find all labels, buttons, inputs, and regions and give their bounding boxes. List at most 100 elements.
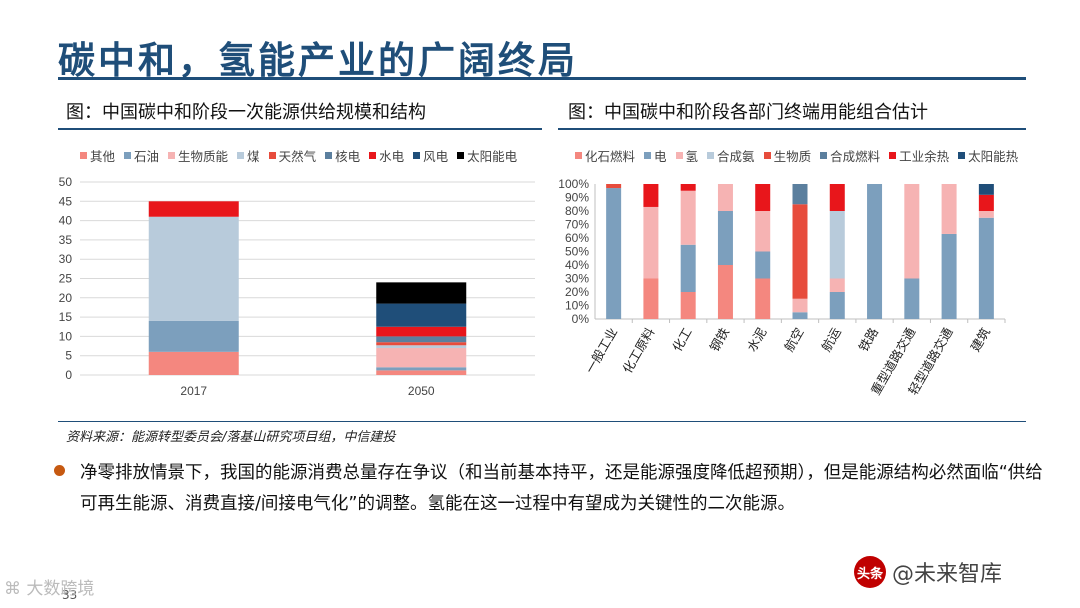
left-legend-swatch-2	[168, 152, 176, 159]
right-legend-item-1: 电	[644, 146, 667, 165]
left-legend-swatch-6	[369, 152, 377, 159]
right-legend-swatch-7	[958, 152, 966, 159]
right-xtick-1: 化工原料	[620, 325, 657, 376]
right-legend-label-6: 工业余热	[899, 149, 950, 164]
left-bar-2017-1	[148, 320, 239, 352]
right-bar-4-2	[755, 211, 771, 252]
right-figure-rule	[558, 128, 1026, 130]
left-legend-label-5: 核电	[335, 149, 361, 164]
right-ytick-2: 20%	[565, 285, 589, 299]
right-bar-2-1	[680, 244, 696, 292]
left-bar-2050-5	[376, 336, 467, 343]
left-bar-2050-4	[376, 342, 467, 346]
left-ytick-9: 45	[59, 194, 73, 208]
left-ytick-0: 0	[65, 368, 72, 382]
right-bar-5-2	[792, 298, 808, 313]
left-legend-item-6: 水电	[369, 146, 404, 165]
left-stacked-bar-chart: 0 5 10 15 20 25 30 35 40 45 50 2017 2050	[59, 175, 535, 398]
right-bar-5-1	[792, 312, 808, 319]
right-legend-label-4: 生物质	[773, 149, 812, 164]
right-legend-label-5: 合成燃料	[830, 149, 881, 164]
right-ytick-9: 90%	[565, 191, 589, 205]
left-ytick-4: 20	[59, 291, 73, 305]
left-legend-label-2: 生物质能	[178, 149, 229, 164]
right-legend-swatch-3	[707, 152, 715, 159]
left-legend-label-0: 其他	[90, 149, 116, 164]
left-legend-label-1: 石油	[134, 149, 160, 164]
right-legend-item-0: 化石燃料	[575, 146, 635, 165]
left-legend-label-4: 天然气	[278, 149, 317, 164]
left-ytick-6: 30	[59, 252, 73, 266]
right-xtick-7: 铁路	[856, 325, 882, 355]
right-legend-item-5: 合成燃料	[820, 146, 880, 165]
bullet-paragraph: 净零排放情景下，我国的能源消费总量存在争议（和当前基本持平，还是能源强度降低超预…	[54, 458, 1050, 520]
right-bar-10-6	[978, 194, 994, 211]
left-legend-item-8: 太阳能电	[457, 146, 517, 165]
left-ytick-3: 15	[59, 310, 73, 324]
left-legend-swatch-3	[237, 152, 245, 159]
left-legend-item-0: 其他	[80, 146, 115, 165]
right-bar-5-5	[792, 184, 808, 205]
right-bar-5-4	[792, 204, 808, 299]
right-xtick-4: 水泥	[745, 326, 770, 355]
right-legend-swatch-1	[644, 152, 652, 159]
left-ytick-1: 5	[65, 349, 72, 363]
left-legend-item-7: 风电	[413, 146, 448, 165]
left-bar-2017-6	[148, 201, 239, 217]
left-legend-label-7: 风电	[423, 149, 449, 164]
bullet-dot-icon	[54, 465, 65, 476]
right-ytick-1: 10%	[565, 299, 589, 313]
right-xtick-3: 钢铁	[707, 325, 732, 354]
source-note: 资料来源：能源转型委员会/落基山研究项目组，中信建投	[66, 430, 396, 445]
bullet-text: 净零排放情景下，我国的能源消费总量存在争议（和当前基本持平，还是能源强度降低超预…	[80, 463, 1043, 514]
right-bar-10-7	[978, 184, 994, 195]
right-bar-4-0	[755, 278, 771, 319]
right-legend-label-2: 氢	[685, 149, 699, 164]
right-legend-item-4: 生物质	[763, 146, 812, 165]
right-legend-label-7: 太阳能热	[968, 149, 1019, 164]
right-xtick-10: 建筑	[967, 325, 993, 355]
left-legend-item-4: 天然气	[268, 146, 317, 165]
right-bar-2-0	[680, 292, 696, 319]
right-bar-6-2	[829, 278, 845, 292]
right-bar-6-1	[829, 292, 845, 319]
right-xtick-2: 化工	[670, 326, 695, 355]
left-bar-2050-6	[376, 326, 467, 337]
right-bar-1-0	[643, 278, 659, 319]
right-xtick-5: 航空	[781, 325, 806, 354]
left-legend-item-2: 生物质能	[168, 146, 228, 165]
slide-title: 碳中和，氢能产业的广阔终局	[58, 38, 578, 82]
left-bar-2050-2	[376, 347, 467, 368]
camera-icon: ⌘	[4, 579, 27, 599]
right-bar-4-1	[755, 251, 771, 279]
right-bar-10-1	[978, 217, 994, 319]
right-ytick-5: 50%	[565, 245, 589, 259]
right-xtick-6: 航运	[818, 325, 844, 355]
left-legend-swatch-1	[124, 152, 132, 159]
right-bar-0-1	[606, 188, 622, 319]
right-legend-swatch-4	[763, 152, 771, 159]
right-chart-legend: 化石燃料 电 氢 合成氨 生物质 合成燃料 工业余热 太阳能热	[575, 146, 1027, 165]
right-legend-item-6: 工业余热	[889, 146, 949, 165]
left-legend-item-5: 核电	[325, 146, 360, 165]
right-legend-swatch-5	[820, 152, 828, 159]
right-legend-swatch-0	[575, 152, 582, 159]
right-bar-1-2	[643, 206, 659, 279]
left-legend-swatch-4	[268, 152, 276, 159]
left-legend-label-8: 太阳能电	[467, 149, 518, 164]
right-figure-title: 图：中国碳中和阶段各部门终端用能组合估计	[568, 102, 928, 123]
left-ytick-2: 10	[59, 329, 73, 343]
right-percent-bar-chart: 0%10%20%30%40%50%60%70%80%90%100% 一般工业 化工原…	[558, 177, 1006, 397]
left-ytick-8: 40	[59, 214, 73, 228]
left-bar-2050-1	[376, 367, 467, 371]
right-bar-8-1	[904, 278, 920, 319]
left-legend-swatch-5	[325, 152, 333, 159]
left-xtick-2050: 2050	[408, 384, 435, 398]
left-bar-2050-7	[376, 303, 467, 327]
right-bar-9-1	[941, 233, 957, 319]
left-ytick-7: 35	[59, 233, 73, 247]
right-bar-9-2	[941, 184, 957, 234]
right-bar-6-6	[829, 184, 845, 211]
watermark-right-text: @未来智库	[892, 562, 1003, 587]
left-bar-2050-8	[376, 282, 467, 304]
